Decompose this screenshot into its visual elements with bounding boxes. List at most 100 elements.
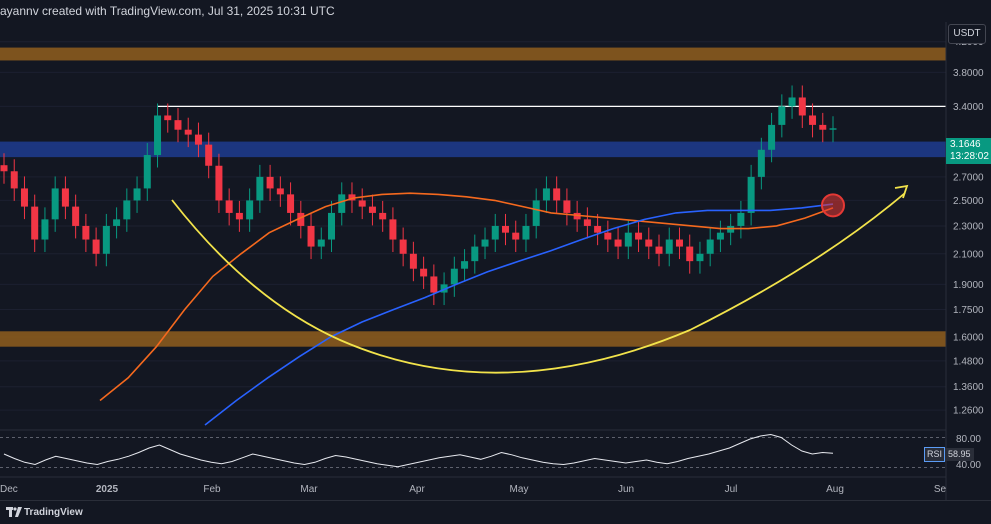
candle-body bbox=[501, 225, 509, 233]
y-tick-label: 2.3000 bbox=[953, 221, 984, 232]
candle-body bbox=[72, 206, 80, 226]
candle-body bbox=[553, 188, 561, 201]
footer-bar: TradingView bbox=[0, 500, 991, 524]
candle-body bbox=[645, 239, 653, 247]
candle-body bbox=[205, 144, 213, 166]
y-tick-label: 1.9000 bbox=[953, 280, 984, 291]
footer-brand[interactable]: TradingView bbox=[24, 507, 83, 518]
candle-body bbox=[328, 212, 336, 240]
moving-average-orange bbox=[99, 192, 834, 402]
rsi-value-tag: RSI 58.95 bbox=[924, 447, 974, 462]
x-tick-label: Jun bbox=[618, 484, 634, 495]
candle-body bbox=[461, 261, 469, 269]
candle-body bbox=[768, 124, 776, 150]
candle-body bbox=[92, 239, 100, 254]
candle-body bbox=[194, 134, 202, 145]
candle-body bbox=[819, 124, 827, 130]
candle-body bbox=[215, 165, 223, 201]
candle-body bbox=[307, 225, 315, 247]
candle-body bbox=[655, 246, 663, 254]
candle-body bbox=[317, 239, 325, 247]
candle-body bbox=[61, 188, 69, 207]
rsi-value: 58.95 bbox=[945, 448, 974, 461]
x-tick-label: Mar bbox=[300, 484, 318, 495]
tradingview-logo-icon[interactable] bbox=[6, 506, 22, 518]
candle-body bbox=[706, 239, 714, 254]
candle-body bbox=[154, 115, 162, 156]
candle-body bbox=[297, 212, 305, 226]
bar-countdown: 13:28:02 bbox=[950, 151, 989, 162]
candle-body bbox=[522, 225, 530, 240]
candle-body bbox=[368, 206, 376, 213]
candle-body bbox=[20, 188, 28, 207]
candle-body bbox=[512, 232, 520, 240]
candle-body bbox=[686, 246, 694, 262]
candle-body bbox=[788, 97, 796, 107]
candle-body bbox=[471, 246, 479, 262]
candle-body bbox=[123, 200, 131, 220]
x-tick-label: Apr bbox=[409, 484, 425, 495]
candle-body bbox=[573, 212, 581, 220]
y-tick-label: 2.1000 bbox=[953, 249, 984, 260]
candle-body bbox=[420, 268, 428, 277]
candle-body bbox=[379, 212, 387, 220]
y-tick-label: 1.6000 bbox=[953, 332, 984, 343]
candle-body bbox=[256, 176, 264, 201]
current-price-value: 3.1646 bbox=[950, 139, 981, 150]
candle-body bbox=[348, 194, 356, 201]
candle-body bbox=[450, 268, 458, 285]
rounding-bottom-curve bbox=[171, 192, 906, 374]
candle-body bbox=[542, 188, 550, 201]
candle-body bbox=[41, 219, 49, 240]
candle-body bbox=[409, 253, 417, 269]
y-tick-label: 3.4000 bbox=[953, 102, 984, 113]
candle-body bbox=[665, 239, 673, 254]
candle-body bbox=[164, 115, 172, 121]
x-tick-label: Feb bbox=[203, 484, 221, 495]
x-tick-label: Se bbox=[934, 484, 947, 495]
candle-body bbox=[225, 200, 233, 213]
candle-body bbox=[491, 225, 499, 240]
candle-body bbox=[399, 239, 407, 254]
candle-body bbox=[440, 284, 448, 293]
x-tick-label: May bbox=[510, 484, 529, 495]
candle-body bbox=[338, 194, 346, 213]
candle-body bbox=[532, 200, 540, 226]
zone-resistance bbox=[0, 47, 946, 61]
candle-body bbox=[266, 176, 274, 189]
candle-body bbox=[10, 171, 18, 189]
candle-body bbox=[583, 219, 591, 226]
candle-body bbox=[696, 253, 704, 262]
candle-body bbox=[716, 232, 724, 240]
chart-attribution: ayannv created with TradingView.com, Jul… bbox=[0, 4, 335, 18]
x-tick-label: Aug bbox=[826, 484, 844, 495]
zone-support bbox=[0, 331, 946, 347]
candle-body bbox=[778, 106, 786, 125]
candle-body bbox=[604, 232, 612, 240]
candle-body bbox=[287, 194, 295, 213]
candle-body bbox=[829, 128, 837, 130]
candle-body bbox=[624, 232, 632, 247]
y-tick-label: 1.4800 bbox=[953, 356, 984, 367]
candle-body bbox=[481, 239, 489, 247]
candle-body bbox=[809, 115, 817, 125]
x-tick-label: 2025 bbox=[96, 484, 119, 495]
currency-badge[interactable]: USDT bbox=[948, 24, 986, 44]
candle-body bbox=[276, 188, 284, 195]
candle-body bbox=[614, 239, 622, 247]
moving-average-blue bbox=[204, 203, 834, 426]
rsi-line bbox=[3, 433, 834, 468]
rsi-level-high: 80.00 bbox=[955, 434, 981, 445]
candle-body bbox=[798, 97, 806, 116]
y-tick-label: 1.3600 bbox=[953, 382, 984, 393]
candle-body bbox=[235, 212, 243, 220]
candle-body bbox=[51, 188, 59, 220]
candle-body bbox=[737, 212, 745, 226]
candle-body bbox=[594, 225, 602, 233]
zone-support-blue bbox=[0, 141, 946, 158]
y-tick-label: 1.7500 bbox=[953, 305, 984, 316]
current-price-tag: 3.1646 13:28:02 bbox=[946, 138, 991, 164]
candle-body bbox=[358, 200, 366, 207]
